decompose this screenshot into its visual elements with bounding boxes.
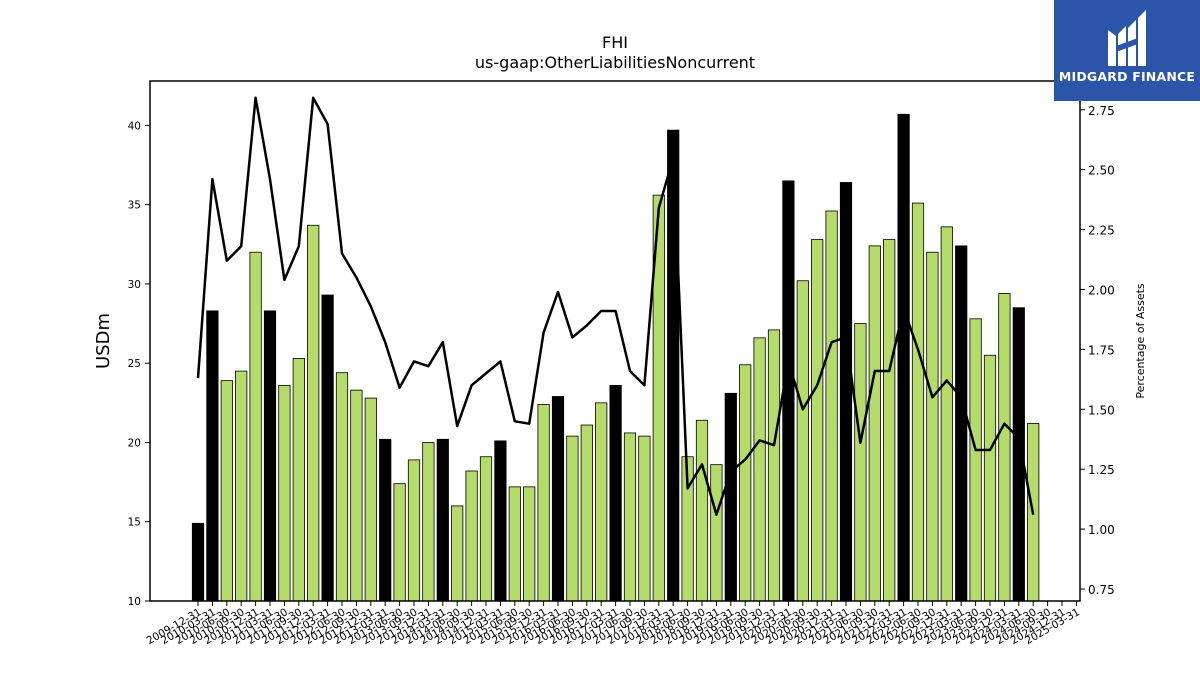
- y2-tick-label: 0.75: [1088, 583, 1115, 597]
- y2-tick-label: 2.50: [1088, 164, 1115, 178]
- bar: [595, 402, 608, 602]
- bar: [811, 239, 824, 602]
- y2-axis-label: Percentage of Assets: [1134, 283, 1147, 399]
- bar: [854, 323, 867, 602]
- bar: [393, 483, 406, 602]
- bar: [494, 440, 507, 602]
- bar: [465, 470, 478, 602]
- y2-tick-label: 2.25: [1088, 224, 1115, 238]
- y-tick-label: 25: [128, 358, 141, 370]
- bar: [710, 464, 723, 602]
- bar: [292, 358, 305, 602]
- bar: [422, 442, 435, 602]
- bar: [335, 372, 349, 602]
- y2-tick-label: 1.00: [1088, 523, 1115, 537]
- bar: [911, 202, 925, 602]
- bar: [379, 438, 392, 602]
- bar: [191, 522, 205, 602]
- y2-tick-label: 1.50: [1088, 403, 1115, 417]
- bar: [969, 318, 982, 602]
- bar: [883, 239, 896, 602]
- bar: [307, 224, 320, 602]
- bar: [695, 419, 709, 602]
- y-tick-label: 30: [128, 279, 141, 291]
- y-tick-label: 40: [128, 120, 141, 132]
- y-axis-label: USDm: [93, 313, 114, 369]
- bar: [739, 364, 752, 602]
- line-path: [196, 96, 1035, 516]
- brand-mark-icon: [1108, 10, 1146, 66]
- bar: [537, 404, 550, 602]
- bar: [940, 226, 953, 602]
- bar: [868, 245, 881, 602]
- bar: [508, 486, 521, 602]
- brand-logo: MIDGARD FINANCE: [1054, 0, 1200, 101]
- bar: [566, 435, 579, 602]
- bar: [278, 384, 291, 602]
- bar: [955, 245, 968, 602]
- bar: [451, 505, 464, 602]
- bar: [897, 113, 910, 602]
- bar: [638, 435, 651, 602]
- bar: [364, 397, 377, 602]
- plot-frame: [149, 80, 1081, 602]
- bar: [436, 438, 449, 602]
- bar: [825, 210, 838, 602]
- bar: [263, 310, 277, 602]
- bar: [321, 294, 334, 602]
- line-series: [196, 96, 1035, 516]
- y-tick-label: 10: [128, 596, 141, 608]
- bar: [926, 251, 939, 602]
- x-axis: 2009-12-312010-03-312010-06-302010-09-30…: [145, 601, 1082, 647]
- y-axis-left: 10 15 20 25 30 35 40: [128, 120, 150, 608]
- bar: [839, 182, 853, 602]
- brand-name: MIDGARD FINANCE: [1058, 69, 1196, 84]
- bar: [350, 389, 363, 602]
- bar: [623, 432, 637, 602]
- y2-tick-label: 1.75: [1088, 343, 1115, 357]
- bar: [249, 251, 262, 602]
- y-axis-right: 0.75 1.00 1.25 1.50 1.75 2.00 2.25 2.50 2.75: [1080, 104, 1115, 597]
- y2-tick-label: 1.25: [1088, 463, 1115, 477]
- bar: [998, 293, 1011, 602]
- bar: [551, 396, 565, 602]
- bar: [479, 456, 493, 602]
- bar: [235, 370, 248, 602]
- bar: [724, 392, 737, 602]
- y-tick-label: 35: [128, 200, 141, 212]
- bar-series: [191, 113, 1040, 602]
- bar: [609, 384, 622, 602]
- bar: [206, 310, 219, 602]
- bar: [220, 380, 233, 602]
- bar: [667, 129, 680, 602]
- bar: [753, 337, 766, 602]
- chart-subtitle: us-gaap:OtherLiabilitiesNoncurrent: [475, 53, 755, 72]
- bar: [580, 424, 593, 602]
- bar: [523, 486, 536, 602]
- y-tick-label: 15: [128, 517, 141, 529]
- chart-title: FHI: [602, 33, 628, 52]
- y2-tick-label: 2.00: [1088, 283, 1115, 297]
- bar: [983, 354, 997, 602]
- y2-tick-label: 2.75: [1088, 104, 1115, 118]
- bar: [796, 280, 809, 602]
- bar: [767, 329, 781, 602]
- y-tick-label: 20: [128, 437, 141, 449]
- bar: [407, 459, 421, 602]
